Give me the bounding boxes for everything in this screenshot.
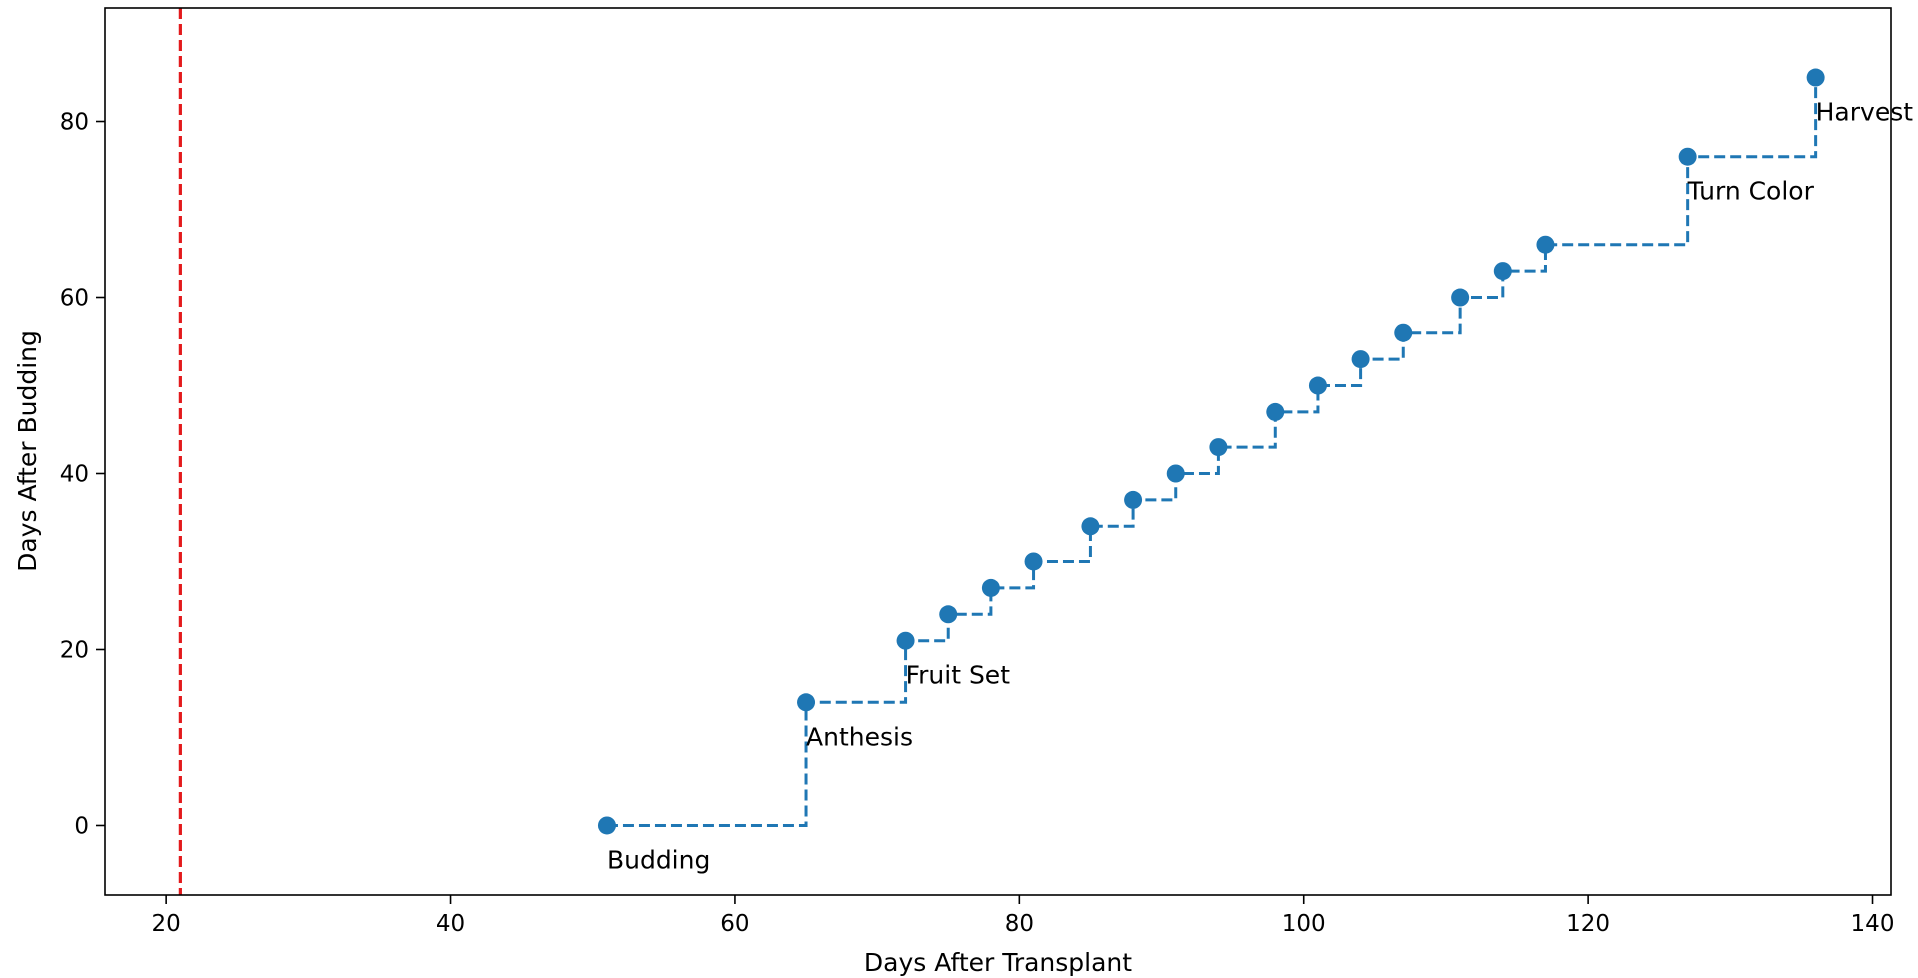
- data-point: [1266, 402, 1285, 421]
- stage-annotation: Turn Color: [1687, 177, 1815, 206]
- data-point: [1351, 350, 1370, 369]
- y-tick-label: 0: [74, 813, 89, 839]
- y-tick-label: 60: [60, 286, 89, 312]
- x-tick-label: 20: [152, 911, 181, 937]
- x-tick-label: 140: [1851, 911, 1895, 937]
- data-point: [597, 816, 616, 835]
- data-point: [797, 693, 816, 712]
- plot-frame: [104, 7, 1892, 896]
- x-tick-label: 40: [436, 911, 465, 937]
- stage-annotation: Budding: [607, 845, 710, 874]
- data-point: [1124, 490, 1143, 509]
- data-point: [1308, 376, 1327, 395]
- data-point: [1678, 147, 1697, 166]
- y-tick-label: 40: [60, 461, 89, 487]
- stage-annotation: Fruit Set: [906, 661, 1011, 690]
- data-point: [981, 578, 1000, 597]
- y-tick-label: 80: [60, 110, 89, 136]
- data-point: [1806, 68, 1825, 87]
- data-point: [1536, 235, 1555, 254]
- data-point: [1081, 517, 1100, 536]
- data-point: [939, 605, 958, 624]
- data-point: [1493, 262, 1512, 281]
- data-point: [1209, 438, 1228, 457]
- data-point: [896, 631, 915, 650]
- x-axis-title: Days After Transplant: [864, 948, 1132, 977]
- x-tick-label: 60: [720, 911, 749, 937]
- data-point: [1024, 552, 1043, 571]
- data-point: [1166, 464, 1185, 483]
- data-point: [1451, 288, 1470, 307]
- stage-annotation: Harvest: [1816, 98, 1914, 127]
- x-tick-label: 80: [1005, 911, 1034, 937]
- x-tick-label: 120: [1566, 911, 1610, 937]
- y-axis-title: Days After Budding: [13, 330, 42, 572]
- stage-annotation: Anthesis: [806, 722, 913, 751]
- data-point: [1394, 323, 1413, 342]
- y-tick-label: 20: [60, 637, 89, 663]
- x-tick-label: 100: [1282, 911, 1326, 937]
